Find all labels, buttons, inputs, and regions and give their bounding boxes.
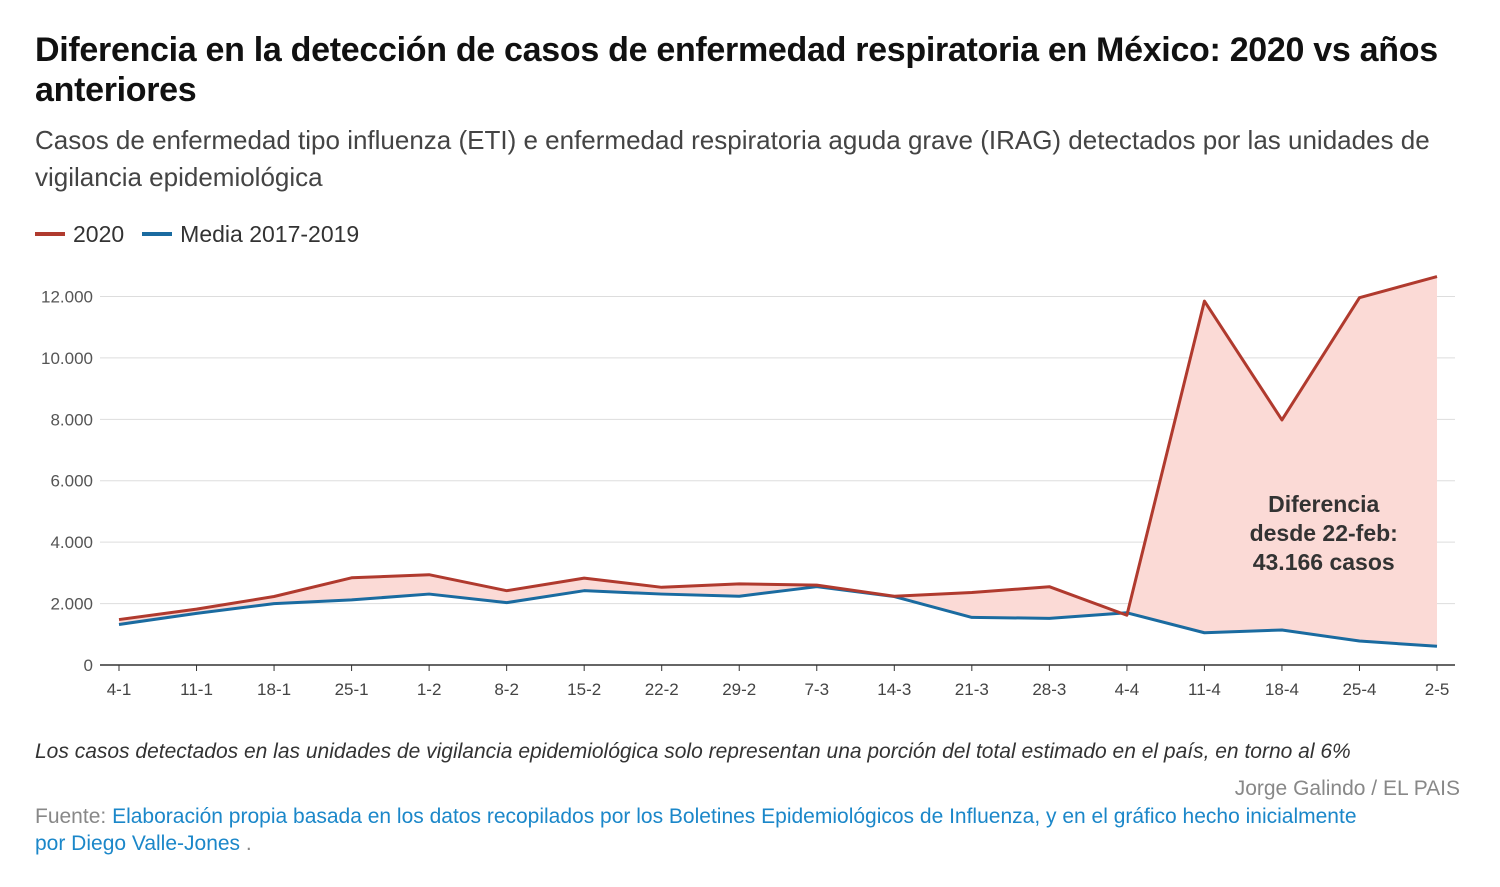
x-tick-label: 28-3 bbox=[1032, 680, 1066, 699]
legend: 2020 Media 2017-2019 bbox=[35, 218, 377, 250]
annotation-text: desde 22-feb: bbox=[1250, 520, 1398, 546]
x-tick-label: 25-1 bbox=[335, 680, 369, 699]
legend-item-media: Media 2017-2019 bbox=[142, 221, 359, 248]
y-tick-label: 10.000 bbox=[41, 349, 93, 368]
difference-area bbox=[119, 276, 1437, 647]
x-tick-label: 25-4 bbox=[1342, 680, 1376, 699]
x-tick-label: 7-3 bbox=[804, 680, 829, 699]
legend-label-2020: 2020 bbox=[73, 220, 125, 247]
x-tick-label: 22-2 bbox=[645, 680, 679, 699]
x-tick-label: 11-1 bbox=[180, 680, 213, 699]
x-tick-label: 2-5 bbox=[1425, 680, 1450, 699]
y-tick-label: 6.000 bbox=[50, 472, 93, 491]
chart-title: Diferencia en la detección de casos de e… bbox=[35, 31, 1438, 109]
legend-label-media: Media 2017-2019 bbox=[180, 220, 360, 247]
chart-subtitle: Casos de enfermedad tipo influenza (ETI)… bbox=[35, 125, 1430, 192]
y-tick-label: 0 bbox=[84, 656, 93, 675]
series-line-media bbox=[118, 585, 1438, 648]
legend-item-2020: 2020 bbox=[35, 221, 124, 248]
y-tick-label: 8.000 bbox=[50, 410, 93, 429]
x-tick-label: 15-2 bbox=[567, 680, 601, 699]
source-link[interactable]: Elaboración propia basada en los datos r… bbox=[35, 805, 1357, 855]
annotation-text: Diferencia bbox=[1268, 491, 1379, 517]
legend-swatch-media bbox=[142, 232, 173, 236]
annotation-text: 43.166 casos bbox=[1253, 549, 1395, 575]
x-tick-label: 21-3 bbox=[955, 680, 989, 699]
y-tick-label: 4.000 bbox=[50, 533, 93, 552]
footnote: Los casos detectados en las unidades de … bbox=[35, 740, 1351, 763]
source: Fuente: Elaboración propia basada en los… bbox=[35, 803, 1365, 857]
y-tick-label: 2.000 bbox=[50, 595, 93, 614]
line-chart: 0 2.000 4.000 6.000 8.000 10.000 12.000 4-1 11-1… bbox=[41, 275, 1455, 699]
x-tick-label: 1-2 bbox=[417, 680, 442, 699]
x-tick-label: 8-2 bbox=[494, 680, 519, 699]
series-line-2020 bbox=[118, 275, 1438, 622]
x-tick-label: 18-1 bbox=[257, 680, 291, 699]
x-tick-label: 14-3 bbox=[877, 680, 911, 699]
source-end: . bbox=[240, 832, 252, 855]
source-label: Fuente: bbox=[35, 805, 107, 828]
y-tick-label: 12.000 bbox=[41, 287, 93, 306]
byline: Jorge Galindo / EL PAIS bbox=[1234, 777, 1460, 800]
x-tick-label: 29-2 bbox=[722, 680, 756, 699]
x-tick-label: 4-1 bbox=[107, 680, 132, 699]
x-tick-label: 4-4 bbox=[1115, 680, 1140, 699]
legend-swatch-2020 bbox=[35, 232, 65, 236]
x-tick-label: 11-4 bbox=[1188, 680, 1221, 699]
x-tick-label: 18-4 bbox=[1265, 680, 1299, 699]
